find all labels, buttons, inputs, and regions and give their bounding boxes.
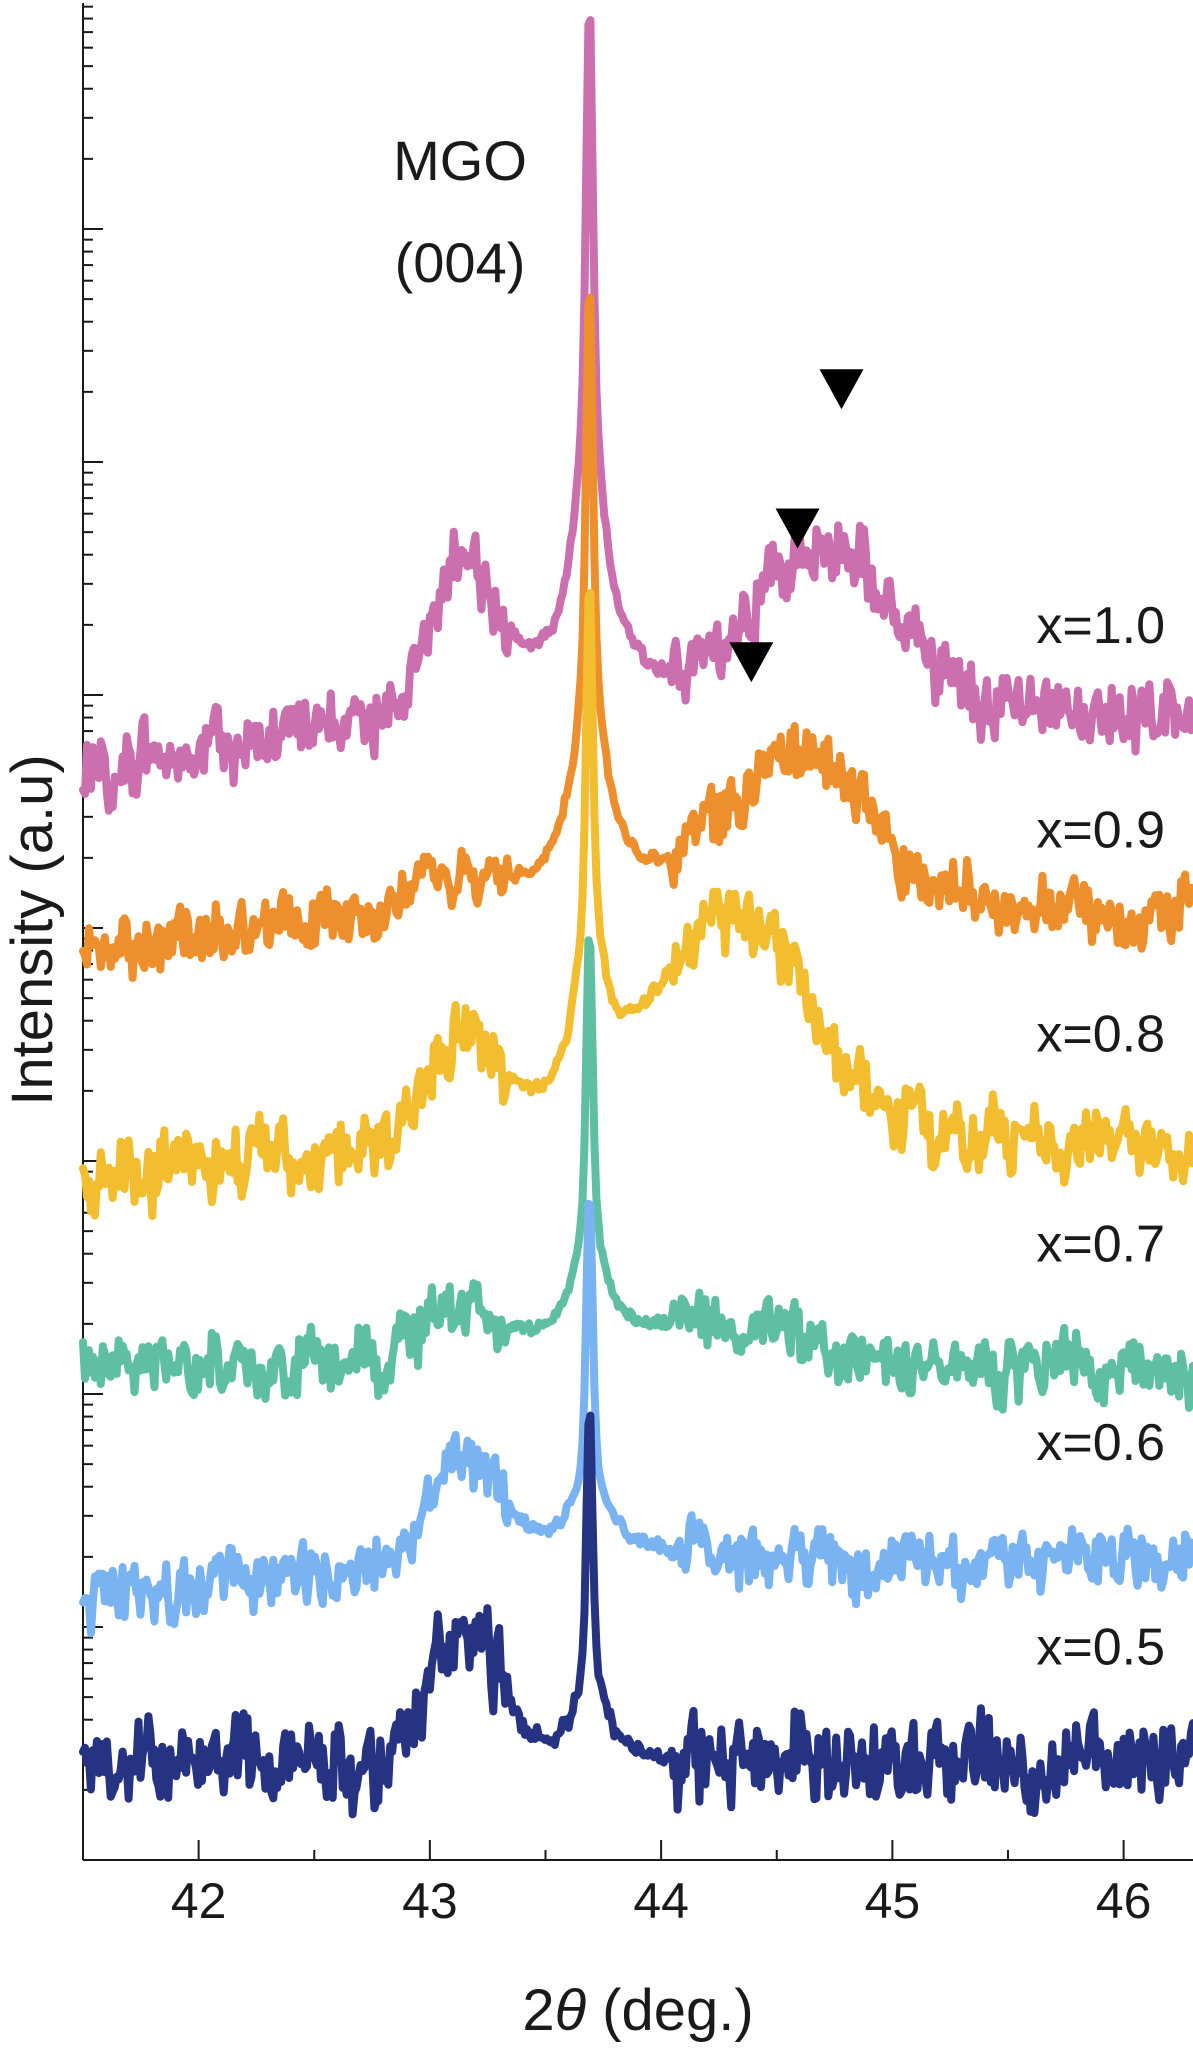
x-axis-title-prefix: 2 xyxy=(522,1978,554,2043)
mgo-annotation-line1: MGO xyxy=(393,129,527,192)
series-line-x=0.7 xyxy=(79,936,1193,1414)
y-axis-title: Intensity (a.u) xyxy=(0,754,65,1105)
x-tick-label: 46 xyxy=(1096,1873,1152,1929)
x-axis-title-suffix: (deg.) xyxy=(586,1978,754,2043)
x-axis-title-symbol: θ xyxy=(555,1978,586,2043)
x-tick-label: 45 xyxy=(865,1873,921,1929)
peak-marker-triangle xyxy=(729,642,774,683)
x-tick-label: 44 xyxy=(633,1873,689,1929)
x-tick-label: 42 xyxy=(171,1873,227,1929)
series-label: x=0.7 xyxy=(1036,1215,1165,1273)
series-layer xyxy=(79,16,1193,1819)
series-label: x=0.9 xyxy=(1036,801,1165,859)
peak-marker-triangle xyxy=(819,369,864,410)
series-label: x=0.6 xyxy=(1036,1414,1165,1472)
peak-markers xyxy=(729,369,864,683)
series-label: x=0.8 xyxy=(1036,1006,1165,1064)
series-line-x=0.6 xyxy=(79,1199,1193,1638)
series-label: x=0.5 xyxy=(1036,1618,1165,1676)
series-line-x=0.8 xyxy=(79,588,1193,1220)
series-line-x=0.5 xyxy=(79,1411,1193,1819)
mgo-annotation-line2: (004) xyxy=(395,231,526,294)
series-line-x=0.9 xyxy=(79,293,1193,982)
x-tick-label: 43 xyxy=(402,1873,458,1929)
x-axis-title: 2θ (deg.) xyxy=(522,1978,753,2043)
plot-axes: 42 43 44 45 46 xyxy=(82,3,1193,1929)
series-label: x=1.0 xyxy=(1036,597,1165,655)
series-labels: x=1.0 x=0.9 x=0.8 x=0.7 x=0.6 x=0.5 xyxy=(1036,597,1165,1676)
series-line-x=1.0 xyxy=(79,16,1193,815)
peak-marker-triangle xyxy=(775,508,820,549)
